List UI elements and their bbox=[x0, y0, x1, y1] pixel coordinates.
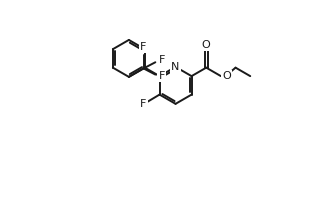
Text: N: N bbox=[172, 62, 180, 72]
Text: O: O bbox=[222, 71, 231, 81]
Text: F: F bbox=[140, 42, 147, 52]
Text: F: F bbox=[158, 71, 165, 81]
Text: O: O bbox=[202, 40, 211, 50]
Text: F: F bbox=[158, 55, 165, 65]
Text: F: F bbox=[140, 99, 147, 109]
